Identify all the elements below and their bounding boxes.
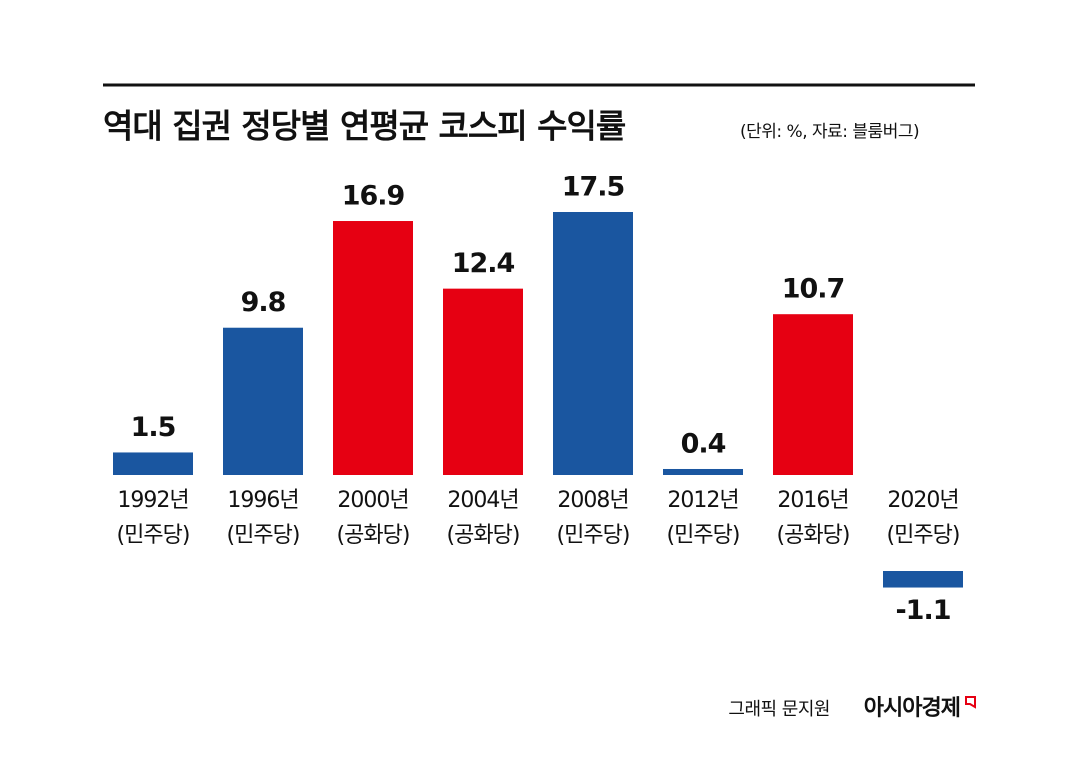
bar bbox=[113, 452, 193, 475]
x-tick-label: 2016년 bbox=[777, 488, 848, 513]
bar bbox=[333, 221, 413, 475]
x-tick-sublabel: (공화당) bbox=[777, 523, 850, 548]
x-tick-label: 1992년 bbox=[117, 488, 188, 513]
value-label: 16.9 bbox=[342, 181, 405, 212]
x-tick-sublabel: (민주당) bbox=[227, 523, 300, 548]
value-label: 0.4 bbox=[681, 428, 726, 459]
value-label: 1.5 bbox=[131, 412, 176, 443]
value-label: -1.1 bbox=[895, 595, 950, 626]
brand-icon bbox=[965, 696, 976, 709]
x-tick-sublabel: (민주당) bbox=[117, 523, 190, 548]
x-tick-sublabel: (공화당) bbox=[447, 523, 520, 548]
value-label: 17.5 bbox=[562, 172, 625, 203]
x-tick-sublabel: (공화당) bbox=[337, 523, 410, 548]
bar bbox=[443, 288, 523, 475]
x-tick-label: 1996년 bbox=[227, 488, 298, 513]
chart-title: 역대 집권 정당별 연평균 코스피 수익률 bbox=[103, 107, 626, 146]
bar bbox=[663, 468, 743, 475]
credit: 그래픽 문지원 bbox=[728, 699, 830, 720]
bar bbox=[553, 212, 633, 475]
value-label: 12.4 bbox=[452, 248, 515, 279]
source: 아시아경제 bbox=[864, 696, 960, 721]
x-tick-label: 2000년 bbox=[337, 488, 408, 513]
x-tick-label: 2008년 bbox=[557, 488, 628, 513]
x-tick-sublabel: (민주당) bbox=[887, 523, 960, 548]
value-label: 9.8 bbox=[241, 287, 286, 318]
bar bbox=[883, 571, 963, 588]
x-tick-sublabel: (민주당) bbox=[667, 523, 740, 548]
x-tick-label: 2012년 bbox=[667, 488, 738, 513]
chart-subtitle: (단위: %, 자료: 블룸버그) bbox=[740, 122, 919, 142]
x-tick-label: 2020년 bbox=[887, 488, 958, 513]
bar bbox=[773, 314, 853, 475]
x-tick-sublabel: (민주당) bbox=[557, 523, 630, 548]
value-label: 10.7 bbox=[782, 274, 845, 305]
bar bbox=[223, 327, 303, 475]
x-tick-label: 2004년 bbox=[447, 488, 518, 513]
